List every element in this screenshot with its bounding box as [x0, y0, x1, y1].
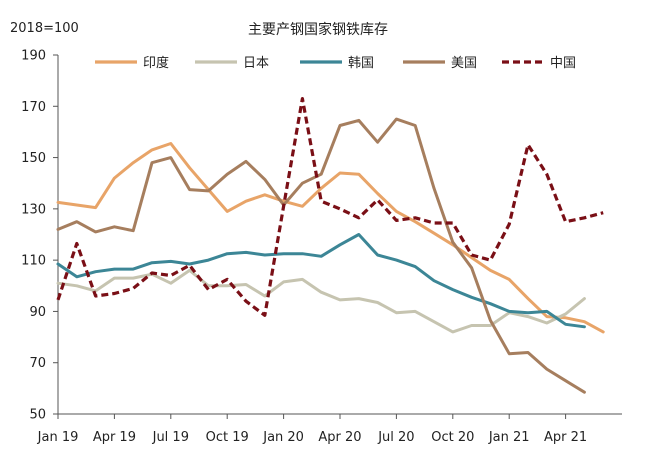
x-tick-label: Apr 21 [544, 430, 587, 445]
x-tick-label: Apr 19 [93, 430, 136, 445]
y-tick-label: 110 [21, 254, 46, 269]
x-tick-label: Oct 19 [206, 430, 249, 445]
y-tick-label: 170 [21, 100, 46, 115]
legend-label: 韩国 [348, 56, 374, 71]
y-tick-label: 50 [29, 408, 46, 423]
y-tick-label: 70 [29, 356, 46, 371]
x-tick-label: Jan 19 [37, 430, 79, 445]
chart-title: 主要产钢国家钢铁库存 [248, 21, 388, 38]
x-tick-label: Jan 21 [488, 430, 530, 445]
y-tick-label: 130 [21, 202, 46, 217]
legend-label: 中国 [550, 56, 576, 71]
legend-label: 美国 [451, 56, 477, 71]
legend-label: 印度 [143, 55, 169, 71]
y-unit-label: 2018=100 [10, 21, 79, 36]
series-line-3 [56, 233, 586, 329]
x-tick-label: Jul 19 [152, 430, 189, 445]
axes: 50 70 90 110 130 150 170 190 Jan 19 Apr 19 Jul 19 O… [21, 49, 622, 445]
legend: 印度 日本 韩国 美国 中国 [95, 55, 576, 71]
legend-label: 日本 [243, 56, 269, 71]
series-line-1 [56, 142, 605, 334]
y-tick-label: 90 [29, 305, 46, 320]
series-line-2 [56, 268, 586, 334]
x-tick-label: Jul 20 [377, 430, 414, 445]
x-tick-label: Jan 20 [262, 430, 304, 445]
y-tick-label: 150 [21, 151, 46, 166]
y-tick-label: 190 [21, 49, 46, 64]
series-line-4 [56, 117, 586, 394]
x-tick-label: Apr 20 [318, 430, 361, 445]
series-group [56, 96, 605, 394]
x-tick-label: Oct 20 [431, 430, 474, 445]
